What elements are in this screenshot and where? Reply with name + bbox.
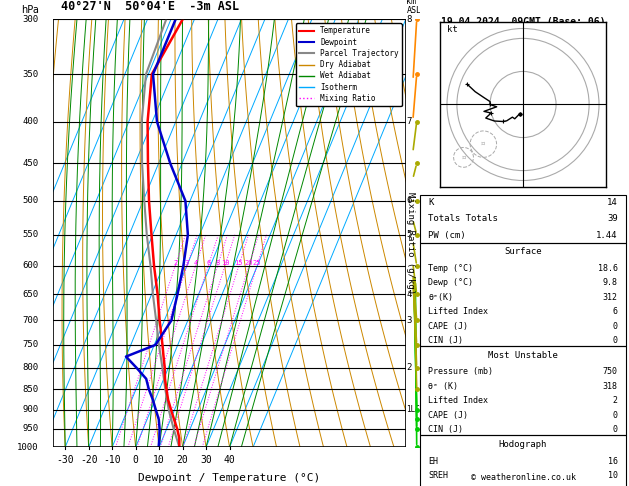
Bar xyxy=(53,19,406,447)
Text: 10: 10 xyxy=(153,455,165,465)
Text: θᵉ (K): θᵉ (K) xyxy=(428,382,459,391)
Text: 10: 10 xyxy=(221,260,229,266)
Text: 6: 6 xyxy=(406,196,412,206)
Text: Pressure (mb): Pressure (mb) xyxy=(428,367,493,377)
Text: Mixing Ratio (g/kg): Mixing Ratio (g/kg) xyxy=(406,192,415,294)
Text: 2: 2 xyxy=(613,397,618,405)
Text: 600: 600 xyxy=(23,261,38,270)
Text: 15: 15 xyxy=(235,260,243,266)
Bar xyxy=(420,243,626,347)
Text: Most Unstable: Most Unstable xyxy=(488,350,558,360)
Text: km
ASL: km ASL xyxy=(406,0,421,15)
Text: EH: EH xyxy=(428,457,438,466)
Text: 20: 20 xyxy=(245,260,253,266)
Text: 450: 450 xyxy=(23,159,38,168)
Text: 40: 40 xyxy=(224,455,235,465)
Text: 25: 25 xyxy=(253,260,261,266)
Text: 500: 500 xyxy=(23,196,38,206)
Text: ¤: ¤ xyxy=(481,141,486,147)
Text: 20: 20 xyxy=(177,455,189,465)
Text: 400: 400 xyxy=(23,117,38,126)
Text: 4: 4 xyxy=(194,260,198,266)
Text: 18.6: 18.6 xyxy=(598,264,618,273)
Text: 1000: 1000 xyxy=(17,443,38,451)
Text: 0: 0 xyxy=(613,322,618,331)
Text: 300: 300 xyxy=(23,15,38,24)
Text: 5: 5 xyxy=(406,230,412,239)
Text: Dewp (°C): Dewp (°C) xyxy=(428,278,474,287)
Text: 39: 39 xyxy=(607,214,618,224)
Text: kt: kt xyxy=(447,25,458,34)
Text: 8: 8 xyxy=(406,15,412,24)
Text: 650: 650 xyxy=(23,290,38,298)
Text: 6: 6 xyxy=(206,260,211,266)
Text: 10: 10 xyxy=(608,471,618,481)
Text: 3: 3 xyxy=(406,316,412,325)
Text: © weatheronline.co.uk: © weatheronline.co.uk xyxy=(470,473,576,482)
Text: 0: 0 xyxy=(613,336,618,345)
Text: Temp (°C): Temp (°C) xyxy=(428,264,474,273)
Text: CAPE (J): CAPE (J) xyxy=(428,322,469,331)
Text: 40°27'N  50°04'E  -3m ASL: 40°27'N 50°04'E -3m ASL xyxy=(60,0,238,13)
Text: 6: 6 xyxy=(613,307,618,316)
Text: Dewpoint / Temperature (°C): Dewpoint / Temperature (°C) xyxy=(138,473,321,483)
Legend: Temperature, Dewpoint, Parcel Trajectory, Dry Adiabat, Wet Adiabat, Isotherm, Mi: Temperature, Dewpoint, Parcel Trajectory… xyxy=(296,23,402,106)
Text: 9.8: 9.8 xyxy=(603,278,618,287)
Text: K: K xyxy=(428,198,434,208)
Text: 14: 14 xyxy=(607,198,618,208)
Bar xyxy=(420,347,626,435)
Text: 850: 850 xyxy=(23,385,38,394)
Text: 1LCL: 1LCL xyxy=(406,405,425,414)
Text: 750: 750 xyxy=(603,367,618,377)
Text: Totals Totals: Totals Totals xyxy=(428,214,498,224)
Text: 19.04.2024  09GMT (Base: 06): 19.04.2024 09GMT (Base: 06) xyxy=(441,17,605,27)
Text: 350: 350 xyxy=(23,69,38,79)
Text: 700: 700 xyxy=(23,316,38,325)
Text: 4: 4 xyxy=(406,290,412,298)
Text: ¤: ¤ xyxy=(461,155,465,160)
Text: 30: 30 xyxy=(200,455,212,465)
Text: 2: 2 xyxy=(406,364,412,372)
Bar xyxy=(420,435,626,486)
Text: Lifted Index: Lifted Index xyxy=(428,397,488,405)
Text: Lifted Index: Lifted Index xyxy=(428,307,488,316)
Text: -10: -10 xyxy=(103,455,121,465)
Text: hPa: hPa xyxy=(21,5,38,15)
Text: 7: 7 xyxy=(406,117,412,126)
Text: 318: 318 xyxy=(603,382,618,391)
Text: 950: 950 xyxy=(23,424,38,434)
Text: 16: 16 xyxy=(608,457,618,466)
Text: PW (cm): PW (cm) xyxy=(428,230,466,240)
Text: 0: 0 xyxy=(613,425,618,434)
Text: 2: 2 xyxy=(173,260,177,266)
Text: CAPE (J): CAPE (J) xyxy=(428,411,469,420)
Text: SREH: SREH xyxy=(428,471,448,481)
Text: 312: 312 xyxy=(603,293,618,302)
Bar xyxy=(420,195,626,243)
Text: 3: 3 xyxy=(185,260,189,266)
Text: 750: 750 xyxy=(23,340,38,349)
Text: 0: 0 xyxy=(613,411,618,420)
Text: CIN (J): CIN (J) xyxy=(428,336,464,345)
Text: Hodograph: Hodograph xyxy=(499,440,547,449)
Text: 0: 0 xyxy=(133,455,138,465)
Text: 800: 800 xyxy=(23,364,38,372)
Text: -20: -20 xyxy=(80,455,97,465)
Text: 550: 550 xyxy=(23,230,38,239)
Text: -30: -30 xyxy=(57,455,74,465)
Text: 8: 8 xyxy=(216,260,220,266)
Text: 1.44: 1.44 xyxy=(596,230,618,240)
Text: θᵉ(K): θᵉ(K) xyxy=(428,293,454,302)
Text: Surface: Surface xyxy=(504,247,542,256)
Text: 900: 900 xyxy=(23,405,38,414)
Text: CIN (J): CIN (J) xyxy=(428,425,464,434)
